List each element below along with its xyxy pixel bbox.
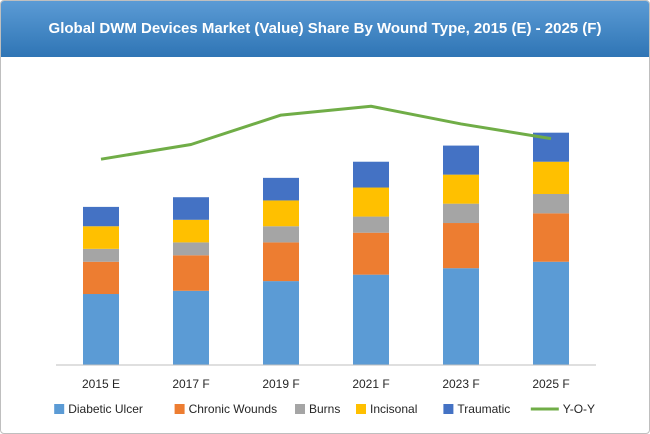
- bar-burns: [83, 248, 119, 262]
- bar-incisonal: [353, 187, 389, 217]
- yoy-line: [100, 104, 552, 161]
- legend-swatch-chronic-wounds: [174, 404, 185, 414]
- bar-diabetic-ulcer: [443, 268, 479, 365]
- bar-burns: [353, 216, 389, 233]
- legend-label-chronic-wounds: Chronic Wounds: [189, 402, 278, 416]
- legend-label-burns: Burns: [309, 402, 340, 416]
- bar-chronic-wounds: [173, 255, 209, 291]
- legend: Diabetic Ulcer Chronic Wounds Burns Incison…: [54, 402, 595, 416]
- bar-burns: [173, 242, 209, 256]
- bar-traumatic: [263, 177, 299, 201]
- x-tick-label: 2015 E: [82, 377, 120, 391]
- bar-chronic-wounds: [83, 261, 119, 295]
- bar-chronic-wounds: [533, 213, 569, 262]
- x-tick-label: 2023 F: [442, 377, 479, 391]
- legend-label-diabetic-ulcer: Diabetic Ulcer: [68, 402, 143, 416]
- bar-burns: [533, 193, 569, 214]
- legend-label-traumatic: Traumatic: [457, 402, 510, 416]
- bar-diabetic-ulcer: [263, 281, 299, 365]
- bars-layer: [83, 132, 569, 365]
- bar-traumatic: [83, 206, 119, 227]
- bar-traumatic: [353, 161, 389, 188]
- bar-diabetic-ulcer: [173, 290, 209, 365]
- x-tick-labels: 2015 E 2017 F 2019 F 2021 F 2023 F 2025 F: [82, 377, 570, 391]
- bar-incisonal: [173, 219, 209, 243]
- bar-traumatic: [443, 145, 479, 175]
- bar-diabetic-ulcer: [353, 274, 389, 365]
- legend-swatch-burns: [295, 404, 305, 414]
- bar-incisonal: [263, 200, 299, 227]
- legend-swatch-incisonal: [356, 404, 366, 414]
- bar-burns: [443, 203, 479, 224]
- legend-swatch-diabetic-ulcer: [54, 404, 65, 414]
- x-tick-label: 2019 F: [262, 377, 299, 391]
- yoy-line-layer: [100, 104, 552, 161]
- bar-chronic-wounds: [263, 242, 299, 282]
- bar-traumatic: [173, 197, 209, 220]
- x-tick-label: 2025 F: [532, 377, 569, 391]
- bar-burns: [263, 226, 299, 243]
- title-bar: [1, 1, 649, 57]
- bar-diabetic-ulcer: [533, 261, 569, 365]
- x-tick-label: 2021 F: [352, 377, 389, 391]
- x-tick-label: 2017 F: [172, 377, 209, 391]
- bar-incisonal: [533, 161, 569, 194]
- chart-plot: 2015 E 2017 F 2019 F 2021 F 2023 F 2025 F Dia…: [54, 104, 596, 416]
- bar-incisonal: [83, 226, 119, 249]
- legend-label-incisonal: Incisonal: [370, 402, 417, 416]
- legend-swatch-traumatic: [443, 404, 454, 414]
- bar-incisonal: [443, 174, 479, 204]
- bar-chronic-wounds: [443, 223, 479, 269]
- bar-diabetic-ulcer: [83, 294, 119, 365]
- bar-chronic-wounds: [353, 232, 389, 275]
- chart-title: Global DWM Devices Market (Value) Share …: [48, 20, 602, 37]
- legend-label-y-o-y: Y-O-Y: [563, 402, 595, 416]
